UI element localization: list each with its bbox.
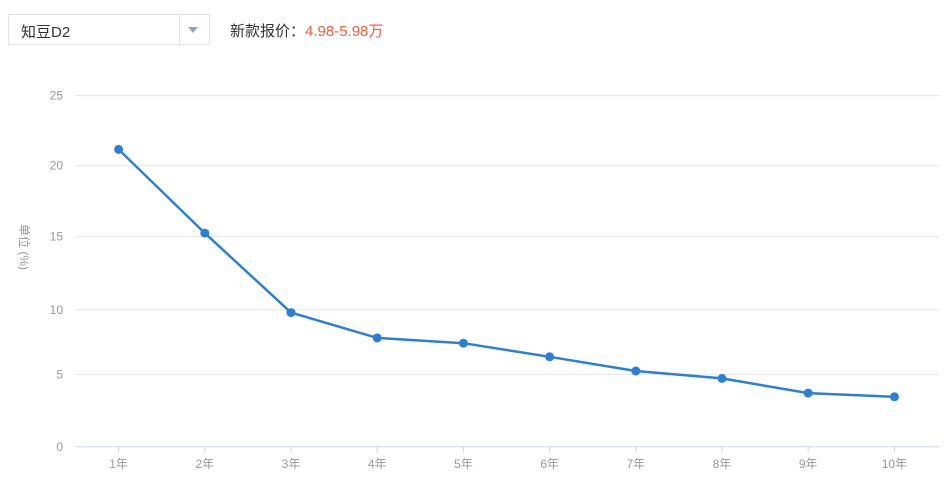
svg-text:8年: 8年	[713, 457, 732, 471]
svg-text:20: 20	[50, 159, 64, 173]
svg-text:9年: 9年	[799, 457, 818, 471]
svg-text:3年: 3年	[282, 457, 301, 471]
svg-text:5: 5	[56, 367, 63, 381]
svg-text:4年: 4年	[368, 457, 387, 471]
svg-text:6年: 6年	[540, 457, 559, 471]
svg-text:10: 10	[50, 303, 64, 317]
svg-text:15: 15	[50, 230, 64, 244]
svg-text:7年: 7年	[626, 457, 645, 471]
svg-text:2年: 2年	[195, 457, 214, 471]
svg-text:5年: 5年	[454, 457, 473, 471]
svg-text:1年: 1年	[109, 457, 128, 471]
svg-text:25: 25	[50, 89, 64, 103]
svg-text:0: 0	[56, 440, 63, 454]
svg-text:10年: 10年	[882, 457, 907, 471]
svg-text:单位 (%): 单位 (%)	[17, 224, 32, 270]
